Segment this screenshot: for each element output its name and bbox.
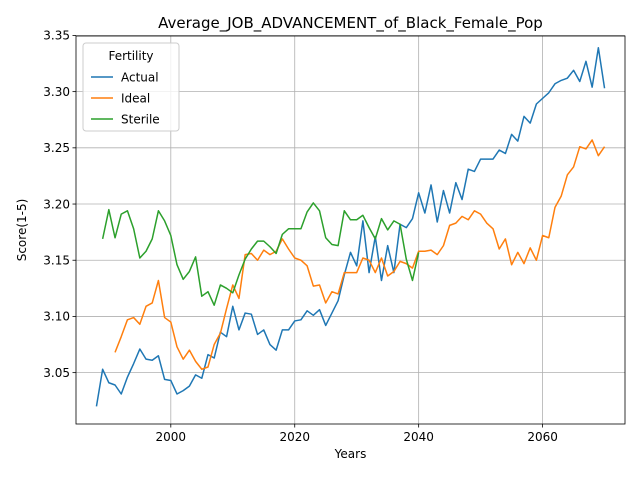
y-tick-label: 3.25 <box>43 141 70 155</box>
chart-title: Average_JOB_ADVANCEMENT_of_Black_Female_… <box>158 14 543 33</box>
y-axis-ticks: 3.05 3.10 3.15 3.20 3.25 3.30 3.35 <box>43 29 76 380</box>
y-tick-label: 3.15 <box>43 254 70 268</box>
y-tick-label: 3.35 <box>43 29 70 43</box>
y-tick-label: 3.10 <box>43 310 70 324</box>
legend-label-actual: Actual <box>121 70 159 84</box>
series-line-actual <box>95 47 606 407</box>
legend-box <box>82 42 180 132</box>
x-axis-label: Years <box>334 447 367 461</box>
series-lines <box>95 47 606 407</box>
x-tick-label: 2040 <box>403 430 434 444</box>
y-tick-label: 3.20 <box>43 197 70 211</box>
y-axis-label: Score(1-5) <box>15 199 29 262</box>
plot-frame <box>75 35 626 425</box>
y-tick-label: 3.05 <box>43 366 70 380</box>
legend: Fertility Actual Ideal Sterile <box>82 42 180 132</box>
legend-title: Fertility <box>108 49 153 63</box>
x-axis-ticks: 2000 2020 2040 2060 <box>156 424 558 444</box>
grid-lines <box>76 35 625 424</box>
series-line-sterile <box>101 202 420 306</box>
x-tick-label: 2060 <box>527 430 558 444</box>
legend-label-ideal: Ideal <box>121 91 150 105</box>
legend-label-sterile: Sterile <box>121 112 160 126</box>
y-tick-label: 3.30 <box>43 85 70 99</box>
x-tick-label: 2020 <box>279 430 310 444</box>
series-line-ideal <box>114 139 606 371</box>
x-tick-label: 2000 <box>156 430 187 444</box>
legend-entries: Actual Ideal Sterile <box>91 70 160 126</box>
